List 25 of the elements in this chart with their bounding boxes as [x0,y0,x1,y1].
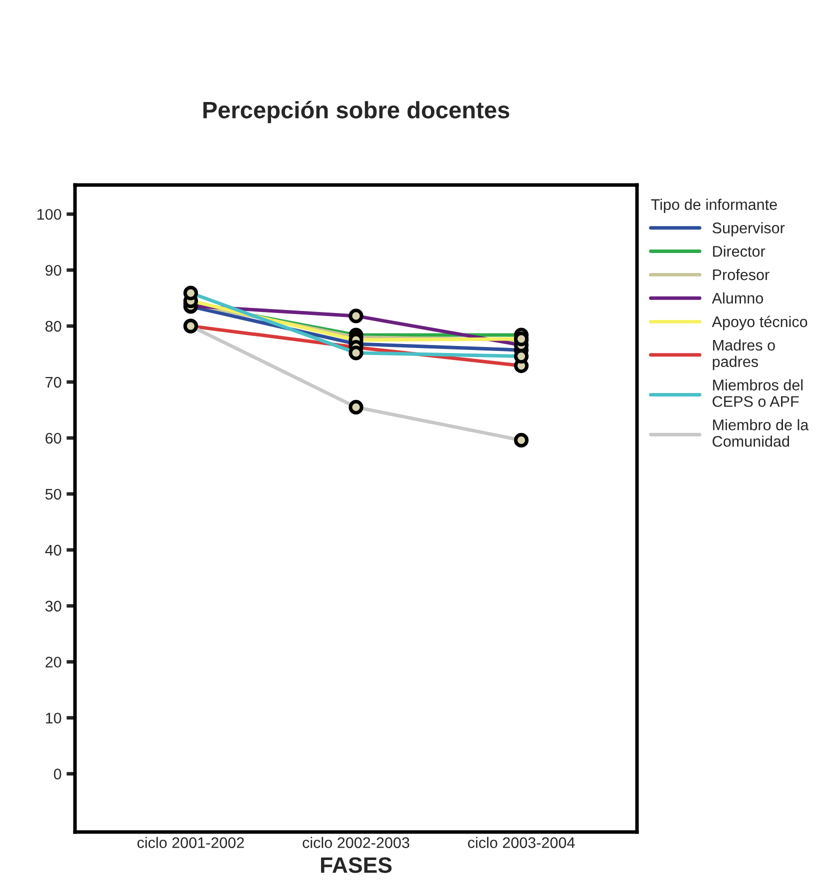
y-tick-label: 40 [45,544,62,556]
y-tick-label: 0 [54,768,62,780]
legend-label: Miembros del CEPS o APF [712,379,803,407]
y-tick-label: 70 [46,376,62,388]
x-tick-label: ciclo 2003-2004 [468,836,575,848]
x-axis-title: FASES [321,857,392,873]
y-tick-label: 30 [45,600,62,612]
legend-label: Apoyo técnico [712,316,808,330]
y-tick-label: 100 [37,208,62,220]
y-tick-label: 90 [46,264,62,276]
chart-title: Percepción sobre docentes [203,100,510,124]
y-tick-label: 20 [46,656,62,668]
legend-label: Supervisor [712,222,785,236]
legend-label: Alumno [712,292,764,304]
legend-label: Profesor [713,268,770,280]
x-tick-label: ciclo 2002-2003 [302,836,410,848]
legend-label: Madres o padres [712,339,775,370]
legend-label: Director [713,246,766,257]
legend-title: Tipo de informante [651,198,777,213]
y-tick-label: 60 [46,432,62,444]
legend-label: Miembro de la Comunidad [712,419,809,447]
x-tick-label: ciclo 2001-2002 [137,836,244,848]
y-tick-label: 50 [45,488,62,500]
y-tick-label: 80 [45,320,62,332]
y-tick-label: 10 [46,712,62,724]
